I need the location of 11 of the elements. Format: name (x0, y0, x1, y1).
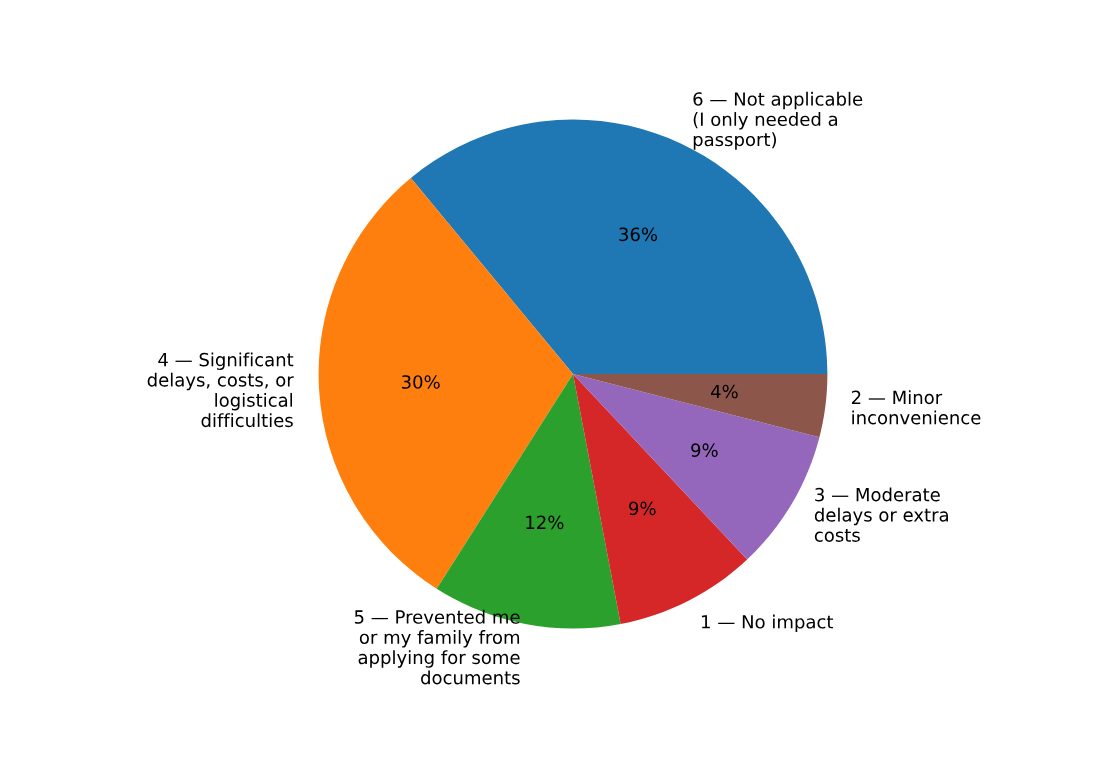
data-label: 30% (401, 375, 440, 389)
slice-label: 2 — Minor inconvenience (851, 390, 981, 425)
data-label: 4% (711, 384, 738, 399)
data-label: 12% (526, 515, 564, 530)
slice-label: 4 — Significant delays, costs, or logistical difficulties (147, 352, 294, 428)
data-label: 9% (691, 443, 718, 457)
data-label: 36% (619, 227, 658, 242)
data-label: 9% (629, 501, 656, 516)
slice-label: 3 — Moderate delays or extra costs (814, 487, 948, 542)
slice-label: 6 — Not applicable (I only needed a passport) (693, 91, 863, 150)
slice-label: 1 — No impact (702, 614, 834, 633)
